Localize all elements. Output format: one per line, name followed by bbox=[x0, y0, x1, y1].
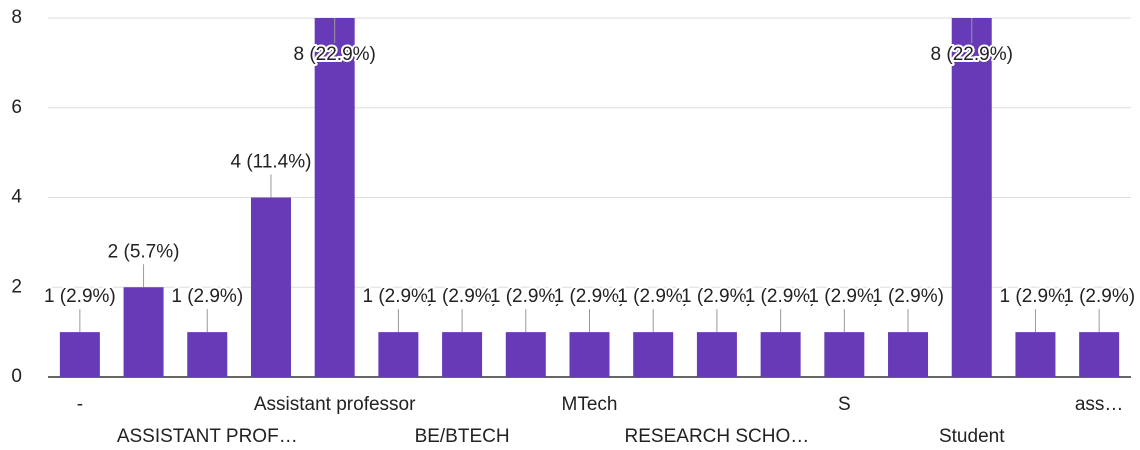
x-tick-label: MTech bbox=[562, 394, 618, 415]
data-label: 1 (2.9%) bbox=[171, 286, 243, 307]
x-tick-label: S bbox=[838, 394, 851, 415]
x-tick-label: - bbox=[77, 394, 83, 415]
data-label: 1 (2.9%) bbox=[1063, 286, 1135, 307]
bar bbox=[824, 332, 865, 377]
data-label: 1 (2.9%) bbox=[362, 286, 434, 307]
bar bbox=[569, 332, 610, 377]
bar bbox=[633, 332, 674, 377]
data-label: 1 (2.9%) bbox=[617, 286, 689, 307]
bar bbox=[696, 332, 737, 377]
data-label: 1 (2.9%) bbox=[745, 286, 817, 307]
data-label: 2 (5.7%) bbox=[108, 241, 180, 262]
x-tick-label: ass… bbox=[1075, 394, 1124, 415]
data-label: 1 (2.9%) bbox=[490, 286, 562, 307]
bar bbox=[760, 332, 801, 377]
y-tick-label: 6 bbox=[11, 97, 22, 118]
x-tick-label: Assistant professor bbox=[254, 394, 416, 415]
data-label: 1 (2.9%) bbox=[426, 286, 498, 307]
data-label: 1 (2.9%) bbox=[1000, 286, 1072, 307]
bar bbox=[187, 332, 228, 377]
data-label: 4 (11.4%) bbox=[230, 152, 311, 173]
y-tick-label: 0 bbox=[11, 366, 22, 387]
y-tick-label: 2 bbox=[11, 276, 22, 297]
bar bbox=[888, 332, 929, 377]
x-tick-label: RESEARCH SCHO… bbox=[625, 426, 810, 447]
bar bbox=[1079, 332, 1120, 377]
bar bbox=[59, 332, 100, 377]
data-label: 1 (2.9%) bbox=[681, 286, 753, 307]
y-tick-label: 8 bbox=[11, 7, 22, 28]
bar bbox=[123, 287, 164, 377]
x-tick-label: ASSISTANT PROF… bbox=[117, 426, 298, 447]
x-tick-label: BE/BTECH bbox=[415, 426, 510, 447]
x-tick-label: Student bbox=[939, 426, 1005, 447]
bar bbox=[505, 332, 546, 377]
y-tick-label: 4 bbox=[11, 187, 22, 208]
bar bbox=[378, 332, 419, 377]
data-label: 1 (2.9%) bbox=[808, 286, 880, 307]
data-label: 1 (2.9%) bbox=[44, 286, 116, 307]
data-label: 1 (2.9%) bbox=[554, 286, 626, 307]
bar bbox=[1015, 332, 1056, 377]
bar bbox=[314, 18, 355, 377]
bar bbox=[951, 18, 992, 377]
data-label: 1 (2.9%) bbox=[872, 286, 944, 307]
data-label: 8 (22.9%) bbox=[293, 44, 375, 65]
bar bbox=[250, 197, 291, 377]
data-label: 8 (22.9%) bbox=[931, 44, 1013, 65]
bar bbox=[442, 332, 483, 377]
